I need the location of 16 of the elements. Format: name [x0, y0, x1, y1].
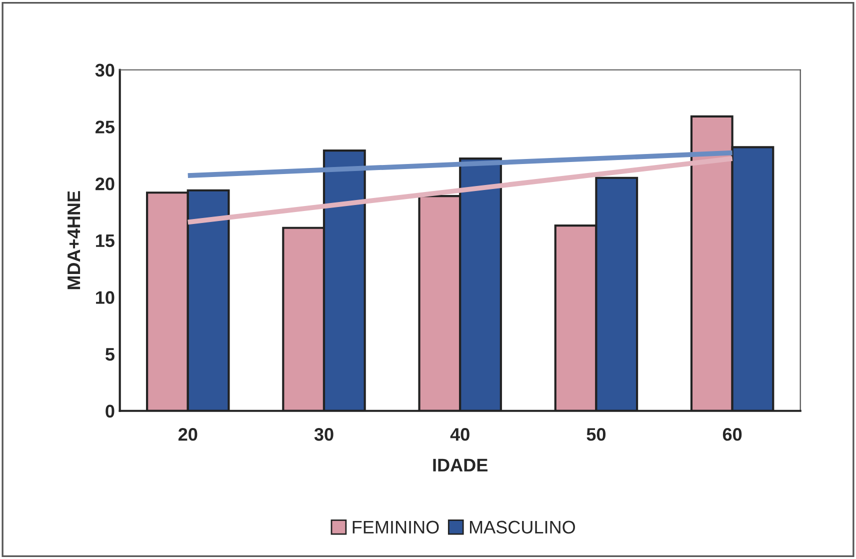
- y-tick-label: 15: [96, 234, 114, 248]
- x-tick-label: 60: [722, 428, 742, 441]
- y-tick-label: 5: [105, 348, 114, 361]
- y-tick-label: 20: [96, 177, 114, 190]
- y-tick-label: 25: [96, 120, 114, 134]
- y-tick-label: 30: [95, 64, 114, 77]
- x-tick-label: 40: [450, 428, 470, 441]
- y-tick-label: 0: [106, 404, 114, 418]
- x-tick-label: 20: [178, 428, 198, 441]
- legend-label: MASCULINO: [470, 520, 575, 534]
- y-tick-label: 10: [96, 291, 114, 304]
- y-axis-title: MDA+4HNE: [68, 191, 80, 290]
- x-axis-title: IDADE: [433, 458, 488, 472]
- x-tick-label: 50: [586, 428, 606, 441]
- legend-label: FEMININO: [352, 520, 439, 534]
- x-tick-label: 30: [314, 428, 334, 441]
